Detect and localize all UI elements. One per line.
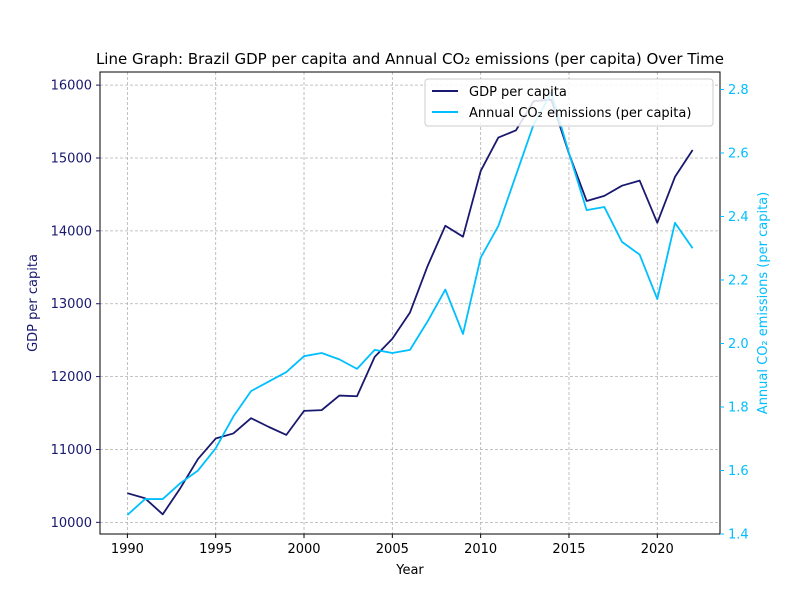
x-axis-label: Year <box>395 563 424 578</box>
x-tick-label: 2015 <box>552 542 585 557</box>
chart-title: Line Graph: Brazil GDP per capita and An… <box>96 50 724 68</box>
legend-label-co2: Annual CO₂ emissions (per capita) <box>469 106 691 121</box>
y-right-tick-label: 1.4 <box>728 528 749 543</box>
legend-label-gdp: GDP per capita <box>469 85 567 100</box>
y-left-tick-label: 16000 <box>51 79 92 94</box>
x-tick-label: 2000 <box>287 542 320 557</box>
legend: GDP per capita Annual CO₂ emissions (per… <box>424 78 714 127</box>
y-right-tick-label: 2.4 <box>728 210 749 225</box>
y-left-tick-label: 14000 <box>51 224 92 239</box>
y-right-tick-label: 1.8 <box>728 400 749 415</box>
axes: 1990 1995 2000 2005 2010 2015 2020 10000 11000 12… <box>51 79 749 557</box>
y-right-tick-label: 2.8 <box>728 83 749 98</box>
x-tick-label: 2010 <box>464 542 497 557</box>
y-axis-left-label: GDP per capita <box>26 254 41 352</box>
series-line-co2-per-capita <box>126 91 694 516</box>
y-left-tick-label: 10000 <box>51 516 92 531</box>
y-left-tick-label: 15000 <box>51 151 92 166</box>
plot-frame <box>99 71 721 535</box>
x-tick-label: 2005 <box>376 542 409 557</box>
legend-box <box>424 78 714 127</box>
y-right-tick-label: 2.6 <box>728 146 749 161</box>
x-tick-label: 1990 <box>111 542 144 557</box>
y-left-tick-label: 12000 <box>51 370 92 385</box>
y-axis-right-label: Annual CO₂ emissions (per capita) <box>756 192 771 414</box>
y-right-tick-label: 2.2 <box>728 273 749 288</box>
series-lines <box>126 91 694 516</box>
y-left-tick-label: 13000 <box>51 297 92 312</box>
y-right-tick-label: 1.6 <box>728 464 749 479</box>
y-left-tick-label: 11000 <box>51 443 92 458</box>
x-tick-label: 2020 <box>641 542 674 557</box>
x-tick-label: 1995 <box>199 542 232 557</box>
y-right-tick-label: 2.0 <box>728 337 749 352</box>
